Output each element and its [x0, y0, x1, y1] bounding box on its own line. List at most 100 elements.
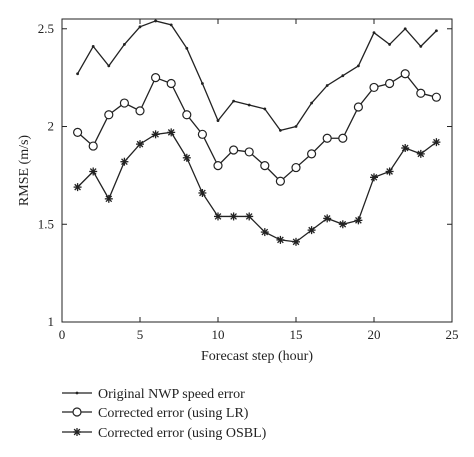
series-line	[77, 131, 437, 243]
data-point-star	[416, 149, 425, 158]
data-point-circle	[151, 73, 161, 83]
data-point-star	[89, 167, 98, 176]
data-point-dot	[357, 64, 360, 68]
data-point-dot	[325, 84, 329, 87]
data-point-dot	[341, 74, 345, 78]
data-point-circle	[182, 110, 192, 120]
data-point-star	[323, 214, 332, 223]
data-point-star	[385, 167, 394, 176]
data-point-dot	[138, 25, 142, 29]
data-point-circle	[119, 98, 130, 108]
data-point-circle	[104, 110, 114, 120]
data-point-dot	[403, 27, 407, 31]
series-star	[73, 128, 441, 246]
data-point-dot	[263, 107, 267, 111]
data-point-star	[292, 237, 300, 246]
data-point-dot	[247, 103, 251, 107]
data-point-star	[401, 144, 410, 153]
data-point-circle	[385, 78, 395, 89]
legend-item: Original NWP speed error	[62, 387, 245, 402]
data-point-circle	[213, 161, 223, 171]
data-point-circle	[400, 69, 410, 79]
y-tick-label: 1.5	[38, 216, 54, 231]
data-point-circle	[369, 82, 379, 93]
ticks: 0 5 10 15 20 25 1 1.5 2 2.5	[38, 19, 459, 342]
data-point-circle	[416, 88, 426, 98]
x-tick-label: 0	[59, 327, 66, 342]
data-point-star	[432, 138, 441, 147]
data-point-circle	[197, 129, 207, 139]
data-point-circle	[431, 92, 441, 102]
x-tick-label: 10	[212, 327, 225, 342]
x-tick-label: 15	[290, 327, 303, 342]
data-point-star	[260, 228, 269, 237]
y-tick-label: 2	[48, 119, 55, 134]
data-point-dot	[216, 119, 220, 123]
data-point-star	[136, 140, 144, 149]
data-point-star	[338, 220, 347, 229]
data-point-dot	[201, 82, 204, 85]
data-point-star	[354, 216, 363, 225]
data-point-circle	[166, 78, 176, 89]
data-point-star	[245, 212, 254, 221]
data-point-star	[307, 226, 316, 235]
series-dot	[76, 19, 438, 132]
y-tick-label: 1	[48, 314, 55, 329]
data-point-star	[214, 212, 222, 221]
data-point-dot	[123, 43, 126, 46]
data-point-circle	[72, 407, 82, 417]
data-point-circle	[353, 102, 363, 112]
data-point-circle	[291, 162, 301, 173]
data-point-star	[73, 428, 81, 436]
data-point-dot	[310, 101, 313, 105]
data-point-dot	[91, 44, 95, 48]
data-point-circle	[322, 133, 332, 143]
data-point-circle	[244, 147, 254, 157]
data-point-star	[370, 173, 378, 182]
data-point-circle	[135, 106, 145, 116]
data-point-circle	[88, 141, 98, 151]
y-tick-label: 2.5	[38, 21, 54, 36]
data-point-star	[276, 235, 285, 244]
data-point-dot	[388, 43, 391, 46]
x-tick-label: 25	[446, 327, 459, 342]
data-point-dot	[294, 125, 298, 128]
data-point-dot	[419, 44, 423, 48]
legend-item: Corrected error (using OSBL)	[62, 426, 267, 441]
data-point-dot	[169, 23, 173, 27]
data-point-circle	[338, 133, 348, 143]
data-point-dot	[279, 129, 282, 132]
legend-label: Corrected error (using OSBL)	[98, 426, 267, 441]
data-point-star	[198, 188, 207, 197]
data-point-dot	[75, 391, 79, 395]
axes	[61, 18, 453, 323]
data-point-dot	[232, 99, 236, 103]
data-point-circle	[307, 149, 317, 159]
x-axis-label: Forecast step (hour)	[201, 349, 313, 364]
series-layer	[72, 19, 441, 246]
series-line	[77, 20, 437, 132]
y-axis-label: RMSE (m/s)	[17, 135, 32, 207]
data-point-circle	[229, 145, 239, 155]
data-point-star	[73, 183, 82, 192]
data-point-dot	[185, 46, 189, 50]
data-point-dot	[107, 64, 111, 68]
data-point-star	[151, 130, 160, 139]
data-point-circle	[275, 176, 285, 186]
data-point-circle	[72, 127, 83, 137]
data-point-dot	[76, 72, 79, 76]
data-point-star	[229, 212, 238, 221]
legend-label: Corrected error (using LR)	[98, 406, 249, 421]
data-point-star	[167, 128, 176, 137]
legend-item: Corrected error (using LR)	[62, 406, 249, 421]
plot-frame	[61, 18, 453, 323]
data-point-dot	[154, 19, 158, 23]
data-point-dot	[372, 31, 376, 35]
x-tick-label: 20	[368, 327, 381, 342]
x-tick-label: 5	[137, 327, 144, 342]
legend-label: Original NWP speed error	[98, 387, 245, 402]
series-circle	[72, 69, 441, 186]
data-point-star	[104, 194, 113, 203]
